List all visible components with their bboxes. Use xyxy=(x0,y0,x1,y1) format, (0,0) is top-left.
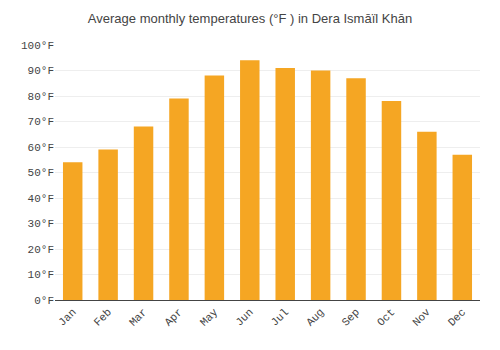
svg-text:10°F: 10°F xyxy=(28,269,54,281)
svg-text:30°F: 30°F xyxy=(28,218,54,230)
svg-text:Dec: Dec xyxy=(446,306,468,328)
svg-text:80°F: 80°F xyxy=(28,91,54,103)
svg-text:Feb: Feb xyxy=(92,306,114,328)
svg-text:Oct: Oct xyxy=(375,306,397,328)
svg-text:Average monthly temperatures (: Average monthly temperatures (°F ) in De… xyxy=(88,11,412,26)
svg-text:20°F: 20°F xyxy=(28,244,54,256)
svg-text:Jul: Jul xyxy=(269,306,291,328)
svg-text:50°F: 50°F xyxy=(28,167,54,179)
svg-text:Jun: Jun xyxy=(233,306,255,328)
svg-text:Nov: Nov xyxy=(410,306,433,329)
svg-text:Aug: Aug xyxy=(304,306,326,328)
svg-text:90°F: 90°F xyxy=(28,65,54,77)
svg-text:Jan: Jan xyxy=(56,306,78,328)
svg-text:0°F: 0°F xyxy=(34,295,54,307)
svg-text:Apr: Apr xyxy=(162,306,184,328)
svg-text:40°F: 40°F xyxy=(28,193,54,205)
svg-text:Mar: Mar xyxy=(127,306,149,328)
svg-text:60°F: 60°F xyxy=(28,142,54,154)
svg-text:100°F: 100°F xyxy=(21,40,54,52)
svg-text:70°F: 70°F xyxy=(28,116,54,128)
svg-text:May: May xyxy=(198,306,221,329)
svg-text:Sep: Sep xyxy=(340,306,362,328)
